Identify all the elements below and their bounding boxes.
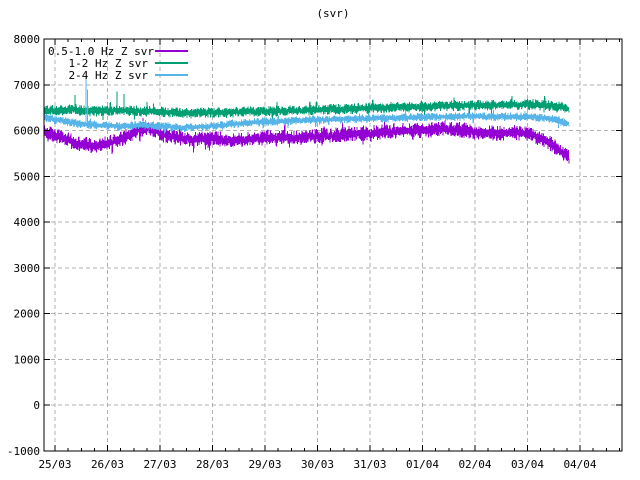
legend-label: 2-4 Hz Z svr [68, 68, 148, 82]
x-tick-label: 27/03 [143, 458, 176, 471]
axis-labels: -1000 0 1000 2000 3000 4000 5000 6000 7000 8000 25… [7, 33, 597, 471]
legend-line-sample [155, 50, 188, 52]
x-tick-label: 31/03 [353, 458, 386, 471]
series-line [43, 117, 570, 164]
series-0 [43, 117, 570, 164]
x-tick-label: 28/03 [196, 458, 229, 471]
plot-border [43, 38, 623, 452]
series-line [43, 95, 570, 121]
x-tick-label: 25/03 [38, 458, 71, 471]
legend: 0.5-1.0 Hz Z svr 1-2 Hz Z svr 2-4 Hz Z svr [48, 44, 188, 82]
x-tick-label: 04/04 [563, 458, 596, 471]
y-tick-label: -1000 [7, 445, 40, 458]
y-tick-label: 4000 [14, 216, 41, 229]
x-tick-label: 26/03 [91, 458, 124, 471]
x-tick-label: 01/04 [406, 458, 439, 471]
series-2 [43, 77, 570, 134]
y-tick-label: 1000 [14, 353, 41, 366]
legend-label: 1-2 Hz Z svr [68, 56, 148, 70]
y-tick-label: 8000 [14, 33, 41, 46]
x-tick-label: 29/03 [248, 458, 281, 471]
y-tick-label: 3000 [14, 262, 41, 275]
legend-item: 2-4 Hz Z svr [48, 68, 188, 82]
grid [44, 39, 622, 451]
legend-item: 0.5-1.0 Hz Z svr [48, 44, 188, 58]
legend-label: 0.5-1.0 Hz Z svr [48, 44, 154, 58]
series-line [43, 109, 570, 134]
legend-item: 1-2 Hz Z svr [48, 56, 188, 70]
chart-title: (svr) [316, 7, 350, 20]
legend-line-sample [155, 62, 188, 64]
x-tick-label: 02/04 [458, 458, 491, 471]
legend-line-sample [155, 74, 188, 76]
series-1 [43, 91, 570, 121]
y-tick-label: 6000 [14, 125, 41, 138]
y-tick-label: 0 [33, 399, 40, 412]
y-tick-label: 7000 [14, 79, 41, 92]
x-tick-label: 30/03 [301, 458, 334, 471]
y-tick-label: 2000 [14, 308, 41, 321]
border-rect [43, 38, 623, 452]
y-tick-label: 5000 [14, 170, 41, 183]
x-tick-label: 03/04 [511, 458, 544, 471]
